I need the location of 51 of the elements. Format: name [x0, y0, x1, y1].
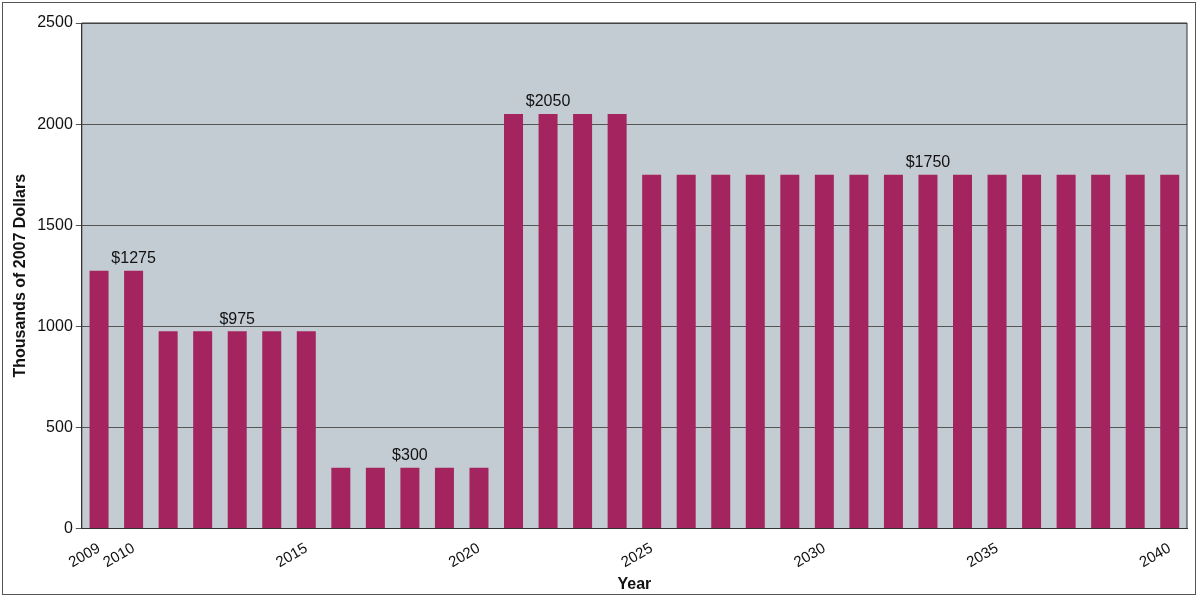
- y-tick-label: 0: [63, 518, 73, 536]
- bar: [745, 174, 765, 529]
- annotation: $2050: [525, 92, 571, 110]
- bar: [780, 174, 800, 529]
- bar: [193, 331, 213, 529]
- y-tick-label: 2500: [37, 13, 73, 31]
- bar: [607, 114, 627, 529]
- bar: [573, 114, 593, 529]
- bar: [89, 270, 109, 529]
- bar: [400, 467, 420, 529]
- bar: [504, 114, 524, 529]
- bar: [538, 114, 558, 529]
- bar: [124, 270, 144, 529]
- y-axis-title: Thousands of 2007 Dollars: [11, 173, 29, 378]
- bar: [296, 331, 316, 529]
- bar: [227, 331, 247, 529]
- x-tick-label: 2035: [963, 538, 1001, 571]
- bar: [262, 331, 282, 529]
- bar: [711, 174, 731, 529]
- bar: [953, 174, 972, 529]
- bar: [814, 174, 834, 529]
- y-tick-label: 1500: [37, 215, 73, 233]
- bar: [469, 467, 489, 529]
- annotation: $300: [392, 446, 428, 464]
- bar: [365, 467, 385, 529]
- bar: [987, 174, 1007, 529]
- x-axis-title: Year: [617, 574, 652, 592]
- bar: [434, 467, 454, 529]
- bar: [676, 174, 696, 529]
- y-tick-label: 500: [46, 417, 73, 435]
- x-tick-label: 2025: [617, 538, 656, 571]
- bar: [1022, 174, 1042, 529]
- x-tick-label: 2040: [1135, 538, 1174, 571]
- annotation: $975: [219, 309, 256, 327]
- bar: [849, 174, 869, 529]
- x-tick-label: 2015: [272, 538, 310, 571]
- bar: [883, 174, 903, 529]
- x-tick-label: 2030: [790, 538, 828, 571]
- bar: [1160, 174, 1180, 529]
- x-tick-label: 2020: [445, 538, 483, 571]
- bar: [331, 467, 351, 529]
- annotation: $1275: [111, 249, 156, 267]
- annotation: $1750: [905, 153, 951, 171]
- bar: [1056, 174, 1076, 529]
- y-tick-label: 1000: [37, 316, 73, 334]
- bar: [918, 174, 938, 529]
- bar: [158, 331, 178, 529]
- bar: [1091, 174, 1111, 529]
- bar: [642, 174, 662, 529]
- bar: [1125, 174, 1145, 529]
- y-tick-label: 2000: [37, 114, 73, 132]
